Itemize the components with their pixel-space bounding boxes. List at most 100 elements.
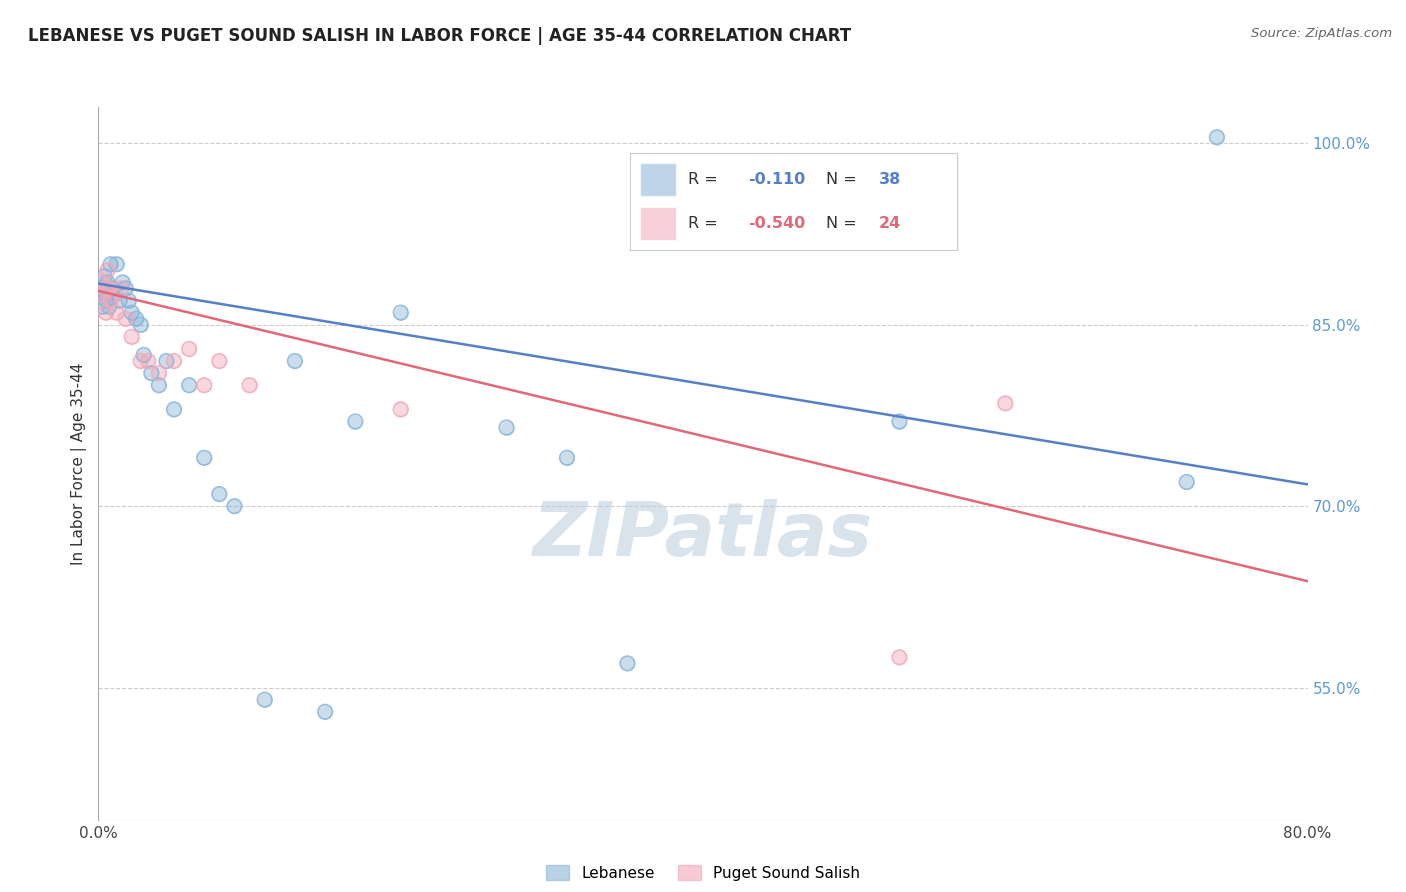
Point [224, 499, 246, 513]
Point [163, 354, 186, 368]
Point [208, 354, 231, 368]
Point [889, 415, 911, 429]
Point [239, 378, 262, 392]
Point [148, 366, 170, 380]
Point [103, 287, 125, 301]
Point [495, 420, 517, 434]
Point [90, 276, 112, 290]
Text: ZIPatlas: ZIPatlas [533, 499, 873, 572]
Point [111, 276, 134, 290]
Point [141, 366, 163, 380]
Point [179, 378, 201, 392]
Point [125, 311, 148, 326]
Point [132, 348, 155, 362]
Point [889, 650, 911, 665]
Point [105, 306, 128, 320]
FancyBboxPatch shape [640, 163, 676, 196]
Point [314, 705, 336, 719]
Point [91, 300, 114, 314]
Point [121, 330, 143, 344]
Point [105, 257, 128, 271]
Point [118, 293, 141, 308]
Point [111, 276, 134, 290]
Point [90, 281, 112, 295]
Point [121, 306, 143, 320]
Point [89, 287, 111, 301]
Text: Source: ZipAtlas.com: Source: ZipAtlas.com [1251, 27, 1392, 40]
Text: -0.110: -0.110 [748, 172, 806, 187]
Point [105, 257, 128, 271]
Point [100, 293, 122, 308]
Point [284, 354, 307, 368]
Point [110, 281, 132, 295]
Point [91, 287, 114, 301]
Point [208, 487, 231, 501]
Point [96, 276, 118, 290]
Point [96, 263, 118, 277]
Point [94, 306, 117, 320]
Point [1175, 475, 1198, 489]
Point [94, 293, 117, 308]
Point [616, 657, 638, 671]
Point [103, 287, 125, 301]
Point [389, 306, 412, 320]
Point [555, 450, 578, 465]
Point [129, 354, 152, 368]
Point [96, 276, 118, 290]
Point [94, 306, 117, 320]
Point [1206, 130, 1229, 145]
Point [100, 257, 122, 271]
Point [389, 306, 412, 320]
Point [103, 287, 125, 301]
Point [98, 300, 121, 314]
Point [108, 293, 131, 308]
Point [100, 257, 122, 271]
Point [389, 402, 412, 417]
Point [889, 650, 911, 665]
Point [93, 269, 115, 284]
Point [253, 692, 276, 706]
Point [314, 705, 336, 719]
Point [148, 366, 170, 380]
Point [114, 281, 136, 295]
Point [239, 378, 262, 392]
Point [193, 378, 215, 392]
Point [108, 293, 131, 308]
Point [121, 306, 143, 320]
Point [89, 287, 111, 301]
Point [96, 263, 118, 277]
Point [93, 269, 115, 284]
Point [148, 378, 170, 392]
Point [93, 281, 115, 295]
Point [155, 354, 177, 368]
Point [163, 402, 186, 417]
Point [141, 366, 163, 380]
Point [101, 281, 124, 295]
Point [136, 354, 159, 368]
Text: -0.540: -0.540 [748, 216, 806, 231]
Point [136, 354, 159, 368]
Point [148, 378, 170, 392]
Point [110, 281, 132, 295]
Point [132, 348, 155, 362]
Point [163, 402, 186, 417]
Point [129, 318, 152, 332]
Point [163, 354, 186, 368]
Point [193, 378, 215, 392]
Point [100, 293, 122, 308]
Y-axis label: In Labor Force | Age 35-44: In Labor Force | Age 35-44 [72, 363, 87, 565]
Point [98, 300, 121, 314]
Point [1175, 475, 1198, 489]
Point [344, 415, 367, 429]
Point [90, 276, 112, 290]
Point [114, 311, 136, 326]
Point [155, 354, 177, 368]
Point [253, 692, 276, 706]
Point [94, 293, 117, 308]
Point [105, 306, 128, 320]
Point [179, 342, 201, 356]
Point [616, 657, 638, 671]
FancyBboxPatch shape [640, 207, 676, 240]
Point [389, 402, 412, 417]
Point [91, 300, 114, 314]
